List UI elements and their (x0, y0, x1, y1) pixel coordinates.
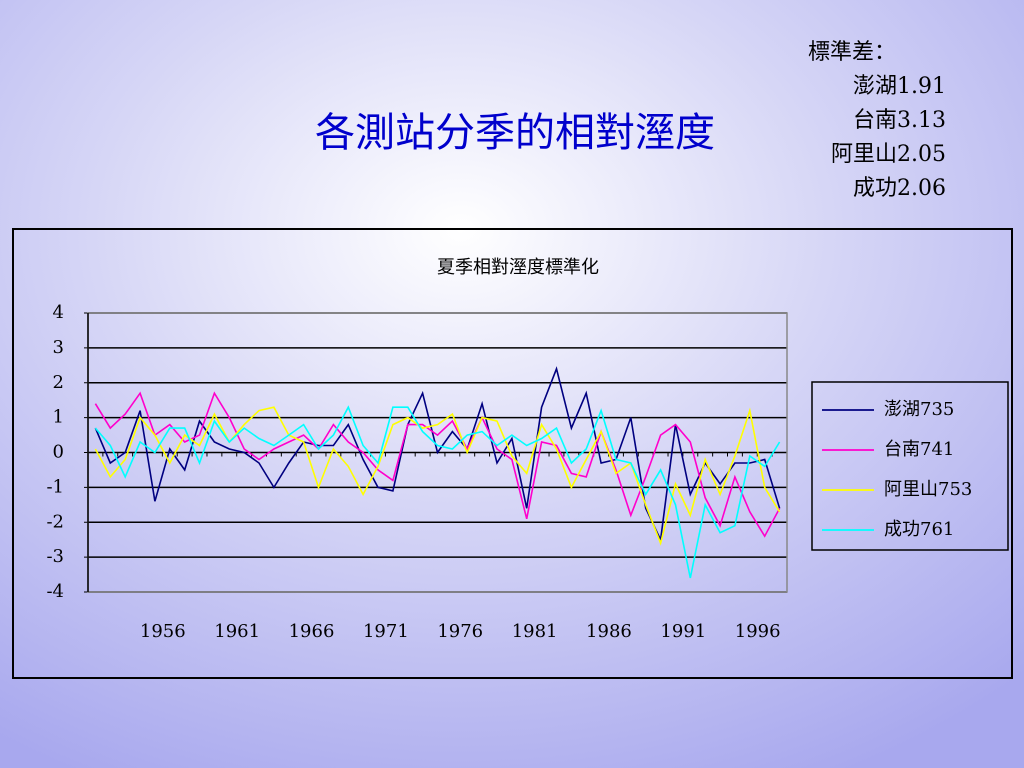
note-line: 澎湖1.91 (853, 74, 946, 99)
x-tick-label: 1981 (512, 621, 558, 642)
y-tick-label: -1 (46, 476, 64, 497)
slide-title: 各測站分季的相對溼度 (315, 110, 715, 156)
x-tick-label: 1991 (660, 621, 706, 642)
x-tick-label: 1956 (140, 621, 186, 642)
note-heading: 標準差： (808, 40, 896, 65)
note-line: 台南3.13 (853, 108, 946, 133)
y-tick-label: 2 (53, 372, 64, 393)
x-tick-label: 1966 (289, 621, 335, 642)
y-tick-label: -3 (46, 546, 64, 567)
legend-label: 台南741 (884, 439, 954, 460)
y-tick-label: 0 (53, 442, 64, 463)
x-tick-label: 1961 (214, 621, 260, 642)
x-tick-label: 1996 (735, 621, 781, 642)
y-tick-label: -4 (46, 581, 64, 602)
y-tick-label: 1 (53, 407, 64, 428)
chart-title: 夏季相對溼度標準化 (437, 257, 599, 278)
note-line: 成功2.06 (853, 176, 946, 201)
series-line (94, 406, 781, 546)
y-tick-label: 4 (53, 302, 64, 323)
legend-label: 成功761 (884, 519, 954, 540)
x-tick-label: 1971 (363, 621, 409, 642)
legend-label: 阿里山753 (884, 479, 972, 500)
y-tick-label: -2 (46, 511, 64, 532)
legend-box (811, 381, 1009, 551)
chart-frame (12, 228, 1013, 679)
note-line: 阿里山2.05 (831, 142, 946, 167)
series-line (94, 391, 781, 538)
y-tick-label: 3 (53, 337, 64, 358)
legend-label: 澎湖735 (884, 399, 954, 420)
x-tick-label: 1976 (437, 621, 483, 642)
x-tick-label: 1986 (586, 621, 632, 642)
series-line (94, 405, 781, 579)
